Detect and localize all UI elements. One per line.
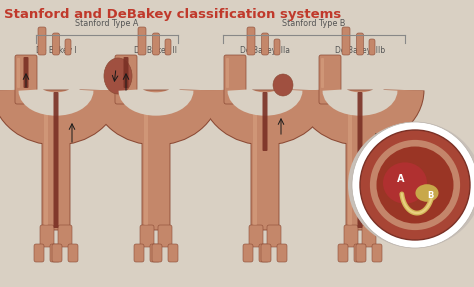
FancyBboxPatch shape xyxy=(115,55,137,104)
FancyBboxPatch shape xyxy=(369,39,375,55)
FancyBboxPatch shape xyxy=(243,244,253,262)
Text: De Bakey II: De Bakey II xyxy=(135,46,177,55)
FancyBboxPatch shape xyxy=(249,225,263,247)
FancyBboxPatch shape xyxy=(259,244,269,262)
FancyBboxPatch shape xyxy=(144,95,148,225)
FancyBboxPatch shape xyxy=(134,244,144,262)
Ellipse shape xyxy=(383,162,427,203)
Ellipse shape xyxy=(415,184,438,202)
FancyBboxPatch shape xyxy=(40,225,54,247)
Text: De Bakey IIIb: De Bakey IIIb xyxy=(335,46,385,55)
Circle shape xyxy=(360,130,470,240)
FancyBboxPatch shape xyxy=(321,58,324,88)
Text: Stanford Type A: Stanford Type A xyxy=(75,19,138,28)
FancyBboxPatch shape xyxy=(17,58,20,88)
FancyBboxPatch shape xyxy=(168,244,178,262)
FancyBboxPatch shape xyxy=(253,95,257,225)
FancyBboxPatch shape xyxy=(52,244,62,262)
Text: B: B xyxy=(427,191,433,199)
FancyBboxPatch shape xyxy=(24,57,28,88)
FancyBboxPatch shape xyxy=(68,244,78,262)
FancyBboxPatch shape xyxy=(372,244,382,262)
FancyBboxPatch shape xyxy=(261,244,271,262)
Text: A: A xyxy=(397,174,405,184)
FancyBboxPatch shape xyxy=(357,92,363,228)
FancyBboxPatch shape xyxy=(54,92,58,228)
FancyBboxPatch shape xyxy=(53,33,60,55)
FancyBboxPatch shape xyxy=(150,244,160,262)
FancyBboxPatch shape xyxy=(344,225,358,247)
FancyBboxPatch shape xyxy=(224,55,246,104)
Circle shape xyxy=(376,146,454,224)
FancyBboxPatch shape xyxy=(65,39,71,55)
Circle shape xyxy=(352,122,474,248)
FancyBboxPatch shape xyxy=(153,33,159,55)
FancyBboxPatch shape xyxy=(124,57,128,88)
Text: De Bakey IIIa: De Bakey IIIa xyxy=(240,46,290,55)
FancyBboxPatch shape xyxy=(251,90,279,230)
Circle shape xyxy=(370,140,460,230)
FancyBboxPatch shape xyxy=(362,225,376,247)
FancyBboxPatch shape xyxy=(38,27,46,55)
FancyBboxPatch shape xyxy=(50,244,60,262)
Ellipse shape xyxy=(104,58,132,94)
Text: Stanford and DeBakey classification systems: Stanford and DeBakey classification syst… xyxy=(4,8,341,21)
FancyBboxPatch shape xyxy=(152,244,162,262)
Ellipse shape xyxy=(348,122,474,248)
Text: Stanford Type B: Stanford Type B xyxy=(283,19,346,28)
Text: De Bakey I: De Bakey I xyxy=(36,46,76,55)
FancyBboxPatch shape xyxy=(319,55,341,104)
FancyBboxPatch shape xyxy=(165,39,171,55)
FancyBboxPatch shape xyxy=(117,58,120,88)
FancyBboxPatch shape xyxy=(338,244,348,262)
FancyBboxPatch shape xyxy=(158,225,172,247)
FancyBboxPatch shape xyxy=(348,95,352,225)
FancyBboxPatch shape xyxy=(44,95,48,225)
FancyBboxPatch shape xyxy=(354,244,364,262)
FancyBboxPatch shape xyxy=(226,58,229,88)
FancyBboxPatch shape xyxy=(356,244,366,262)
FancyBboxPatch shape xyxy=(262,33,268,55)
FancyBboxPatch shape xyxy=(247,27,255,55)
FancyBboxPatch shape xyxy=(277,244,287,262)
FancyBboxPatch shape xyxy=(15,55,37,104)
FancyBboxPatch shape xyxy=(267,225,281,247)
FancyBboxPatch shape xyxy=(274,39,280,55)
FancyBboxPatch shape xyxy=(34,244,44,262)
FancyBboxPatch shape xyxy=(356,33,364,55)
FancyBboxPatch shape xyxy=(342,27,350,55)
FancyBboxPatch shape xyxy=(263,92,267,151)
FancyBboxPatch shape xyxy=(140,225,154,247)
FancyBboxPatch shape xyxy=(142,90,170,230)
FancyBboxPatch shape xyxy=(42,90,70,230)
FancyBboxPatch shape xyxy=(58,225,72,247)
FancyBboxPatch shape xyxy=(138,27,146,55)
Ellipse shape xyxy=(273,74,293,96)
FancyBboxPatch shape xyxy=(346,90,374,230)
